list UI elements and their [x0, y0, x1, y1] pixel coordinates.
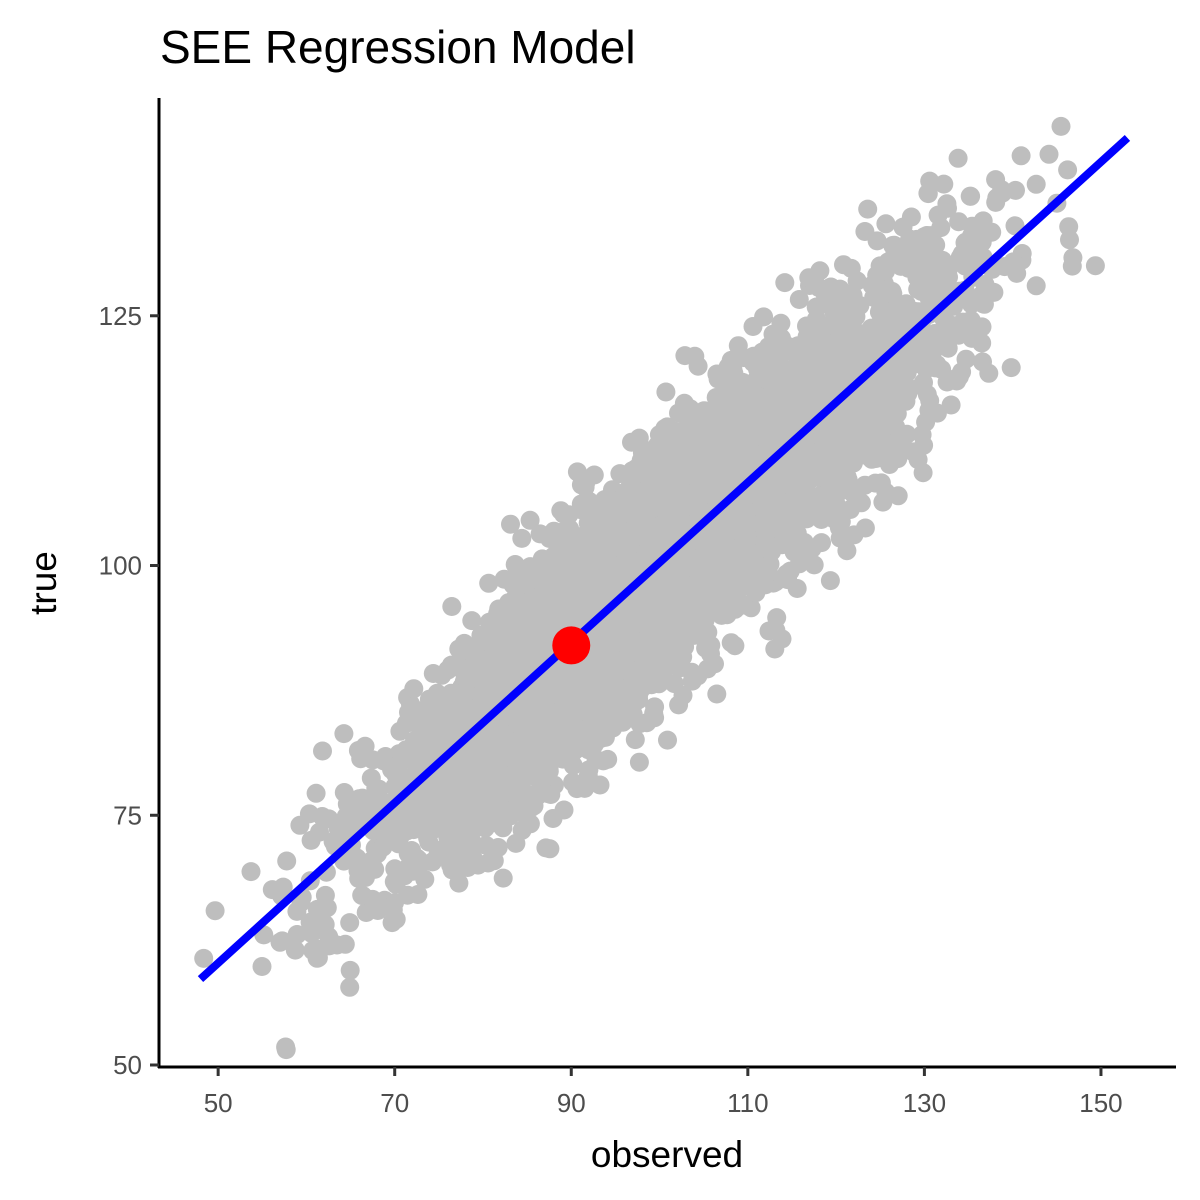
scatter-point: [337, 794, 357, 814]
scatter-point: [276, 1040, 296, 1060]
scatter-point: [856, 409, 876, 429]
scatter-point: [340, 960, 360, 980]
scatter-point: [306, 783, 326, 803]
scatter-point: [775, 273, 795, 293]
scatter-point: [1085, 256, 1105, 276]
scatter-point: [656, 382, 676, 402]
scatter-point: [205, 901, 225, 921]
scatter-point: [241, 862, 261, 882]
scatter-point: [299, 804, 319, 824]
scatter-point: [855, 518, 875, 538]
scatter-point: [313, 741, 332, 761]
scatter-point: [493, 868, 513, 888]
scatter-point: [1001, 358, 1021, 378]
scatter-point: [404, 679, 424, 699]
scatter-point: [629, 752, 649, 772]
scatter-point: [937, 194, 957, 214]
scatter-point: [1063, 248, 1083, 268]
scatter-point: [598, 749, 618, 769]
scatter-point: [891, 256, 911, 276]
scatter-point: [479, 573, 499, 593]
scatter-point: [820, 571, 840, 591]
scatter-point: [578, 766, 598, 786]
scatter-point: [884, 235, 904, 255]
scatter-point: [707, 684, 727, 704]
scatter-point: [1051, 116, 1071, 136]
scatter-point: [334, 724, 354, 744]
scatter-point: [979, 363, 999, 383]
scatter-point: [625, 730, 645, 750]
scatter-point: [917, 384, 937, 404]
scatter-point: [462, 611, 482, 631]
scatter-point: [789, 290, 809, 309]
scatter-point: [972, 317, 992, 337]
scatter-point: [536, 838, 556, 858]
scatter-point: [947, 371, 967, 391]
scatter-point: [688, 356, 708, 376]
scatter-points: [194, 116, 1105, 1060]
scatter-point: [442, 597, 462, 616]
scatter-point: [340, 977, 360, 997]
scatter-point: [287, 925, 307, 944]
scatter-point: [934, 174, 954, 194]
scatter-point: [315, 915, 335, 934]
scatter-point: [772, 629, 792, 649]
scatter-point: [390, 721, 410, 741]
scatter-point: [901, 207, 921, 227]
scatter-point: [876, 214, 896, 234]
scatter-point: [340, 913, 360, 933]
scatter-point: [1006, 180, 1025, 200]
scatter-point: [252, 957, 272, 976]
scatter-point: [423, 852, 442, 872]
scatter-point: [277, 851, 297, 871]
scatter-point: [1039, 144, 1059, 164]
scatter-point: [503, 575, 523, 595]
scatter-point: [352, 788, 372, 808]
scatter-point: [1060, 230, 1079, 250]
scatter-point: [789, 554, 809, 574]
scatter-point: [1026, 276, 1046, 296]
scatter-point: [865, 473, 885, 493]
scatter-point: [543, 809, 563, 828]
scatter-point: [810, 261, 830, 281]
scatter-point: [834, 255, 853, 275]
chart-title: SEE Regression Model: [160, 21, 636, 73]
scatter-point: [670, 653, 690, 673]
scatter-point: [973, 294, 993, 314]
scatter-point: [438, 660, 458, 680]
scatter-point: [637, 713, 657, 733]
scatter-point: [1011, 146, 1031, 166]
scatter-point: [419, 832, 439, 852]
scatter-point: [310, 822, 329, 842]
scatter-point: [721, 633, 741, 653]
scatter-point: [833, 480, 852, 500]
scatter-point: [938, 338, 958, 358]
scatter-point: [194, 948, 214, 968]
scatter-point: [914, 435, 934, 455]
scatter-point: [1058, 160, 1078, 180]
scatter-point: [897, 424, 917, 444]
